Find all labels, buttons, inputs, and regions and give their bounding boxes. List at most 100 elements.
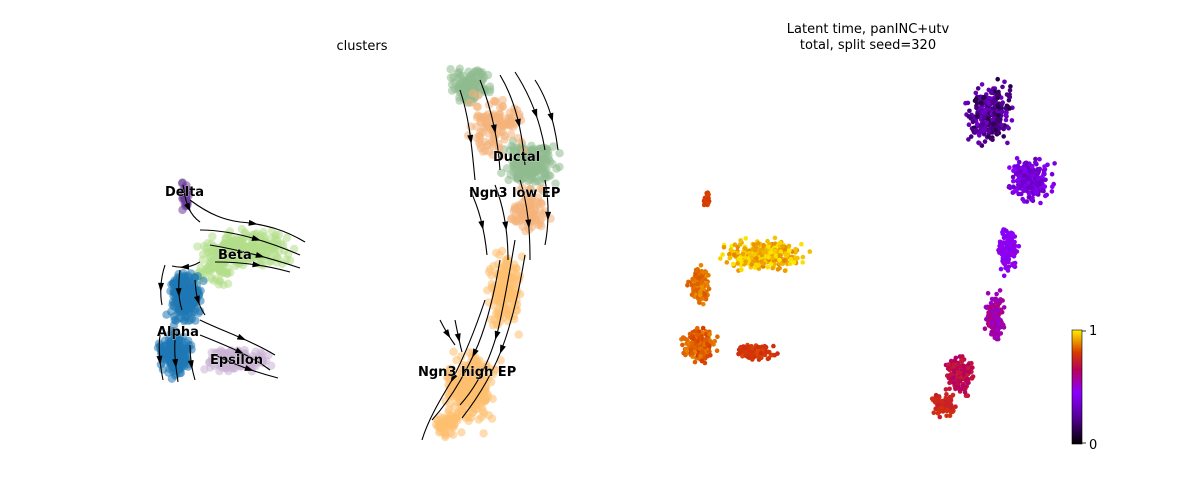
cell-point — [514, 330, 523, 339]
cell-point — [700, 325, 706, 331]
cell-point — [689, 341, 695, 347]
cell-point — [465, 98, 474, 108]
cell-point — [182, 349, 192, 358]
cell-point — [777, 253, 783, 258]
cell-point — [1007, 88, 1013, 93]
cell-point — [540, 156, 549, 165]
cell-point — [958, 375, 964, 380]
cell-point — [787, 248, 792, 253]
cell-point — [177, 179, 187, 188]
cell-point — [720, 252, 725, 257]
cell-point — [497, 151, 506, 160]
cell-point — [774, 253, 779, 258]
cell-point — [153, 343, 163, 352]
cell-point — [978, 101, 984, 106]
cell-point — [1005, 140, 1010, 146]
streamline-arrow — [545, 211, 552, 221]
streamline — [199, 319, 276, 356]
cell-point — [538, 184, 547, 193]
latent-time-title-line1: Latent time, panINC+utv — [786, 22, 950, 37]
cell-point — [768, 250, 773, 255]
cell-point — [190, 273, 200, 282]
cell-point — [951, 380, 957, 386]
cell-point — [1031, 168, 1037, 173]
cell-point — [738, 238, 743, 243]
cell-point — [989, 296, 995, 302]
cell-point — [498, 95, 507, 105]
cell-point — [715, 334, 720, 340]
cell-point — [990, 127, 995, 132]
cell-point — [698, 354, 703, 359]
cell-point — [1012, 234, 1018, 239]
cell-point — [960, 383, 966, 388]
cell-point — [737, 242, 743, 247]
cell-point — [504, 118, 513, 127]
cell-point — [473, 102, 482, 112]
cell-point — [209, 276, 218, 285]
cell-point — [512, 161, 522, 170]
cell-point — [995, 95, 1001, 101]
cell-point — [191, 316, 200, 325]
cell-point — [752, 252, 757, 257]
streamline-arrow — [499, 344, 506, 354]
colorbar-min-label: 0 — [1089, 438, 1097, 453]
cell-point — [203, 266, 212, 275]
cell-point — [684, 347, 689, 353]
cell-point — [502, 164, 512, 173]
cell-point — [997, 288, 1003, 293]
cell-point — [282, 233, 292, 242]
cell-point — [284, 249, 293, 259]
cell-point — [749, 262, 754, 267]
cell-point — [974, 105, 979, 111]
cell-point — [445, 364, 454, 374]
cell-point — [753, 247, 758, 253]
cell-point — [783, 251, 788, 256]
cell-point — [510, 204, 519, 213]
cell-point — [979, 82, 985, 87]
cell-point — [1001, 305, 1007, 310]
cell-point — [771, 343, 776, 349]
cell-point — [1037, 181, 1043, 187]
cell-point — [1005, 255, 1011, 260]
cell-point — [551, 179, 560, 188]
cell-point — [498, 269, 508, 278]
cell-point — [948, 372, 954, 377]
cell-point — [992, 312, 997, 318]
cell-point — [472, 122, 481, 131]
cell-point — [940, 409, 946, 414]
cell-point — [996, 130, 1002, 136]
cell-point — [996, 311, 1002, 317]
cell-point — [215, 265, 224, 274]
streamline — [209, 244, 301, 269]
cell-point — [995, 307, 1001, 313]
cell-point — [946, 362, 951, 367]
cell-point — [777, 266, 782, 271]
cell-point — [680, 335, 686, 340]
streamline-arrow — [248, 219, 258, 226]
cell-point — [992, 110, 997, 116]
clusters-plot: Delta Beta Alpha Epsilon Ductal Ngn3 low EP Ng… — [153, 64, 564, 442]
cluster-label-ngn3-low-ep: Ngn3 low EP — [469, 186, 560, 201]
cell-point — [699, 278, 705, 284]
colorbar-max-label: 1 — [1089, 324, 1097, 339]
cell-point — [998, 266, 1004, 272]
cell-point — [685, 283, 690, 288]
cell-point — [762, 352, 768, 358]
cell-point — [469, 373, 479, 382]
cell-point — [772, 235, 778, 241]
cell-point — [1009, 118, 1015, 123]
cell-point — [183, 290, 192, 299]
cell-point — [761, 261, 766, 266]
cell-point — [697, 292, 703, 298]
cell-point — [985, 291, 991, 296]
streamline — [459, 89, 476, 181]
cell-point — [982, 139, 988, 144]
cell-point — [1009, 246, 1014, 251]
cell-point — [959, 358, 964, 363]
cell-point — [1000, 322, 1005, 327]
streamline-arrow — [234, 347, 245, 355]
cell-point — [739, 267, 744, 273]
cell-point — [196, 263, 205, 272]
cell-point — [492, 248, 501, 258]
cell-point — [493, 260, 503, 269]
